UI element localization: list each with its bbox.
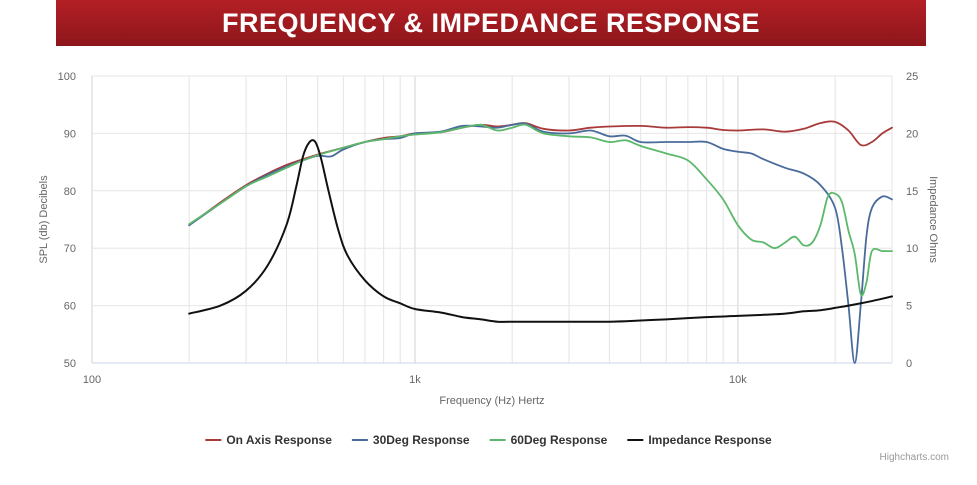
legend-item-impedance-response[interactable]: Impedance Response <box>627 433 772 447</box>
legend-label: 30Deg Response <box>373 433 470 447</box>
y2-tick-label: 15 <box>906 186 918 198</box>
y2-axis-title: Impedance Ohms <box>927 176 939 263</box>
y2-tick-label: 0 <box>906 358 912 370</box>
legend-label: Impedance Response <box>648 433 772 447</box>
y-tick-label: 60 <box>64 301 76 313</box>
y-tick-label: 50 <box>64 358 76 370</box>
title-banner: FREQUENCY & IMPEDANCE RESPONSE <box>56 0 926 46</box>
legend: On Axis Response 30Deg Response 60Deg Resp… <box>205 433 772 447</box>
y-tick-label: 80 <box>64 186 76 198</box>
y2-tick-label: 25 <box>906 71 918 83</box>
y-axis-title: SPL (db) Decibels <box>38 175 50 264</box>
series-line-30deg-response[interactable] <box>188 122 893 364</box>
legend-label: 60Deg Response <box>511 433 608 447</box>
y-tick-label: 90 <box>64 128 76 140</box>
series-line-on-axis-response[interactable] <box>188 120 893 227</box>
x-tick-label: 10k <box>729 374 747 386</box>
legend-item-30deg-response[interactable]: 30Deg Response <box>351 433 470 447</box>
legend-label: On Axis Response <box>226 433 332 447</box>
y-tick-label: 100 <box>58 71 76 83</box>
legend-item-60deg-response[interactable]: 60Deg Response <box>489 433 608 447</box>
page-title: FREQUENCY & IMPEDANCE RESPONSE <box>221 7 761 38</box>
y2-tick-label: 20 <box>906 128 918 140</box>
y-tick-label: 70 <box>64 243 76 255</box>
x-axis-title: Frequency (Hz) Hertz <box>439 395 544 407</box>
x-tick-label: 1k <box>409 374 421 386</box>
y2-tick-label: 10 <box>906 243 918 255</box>
grid <box>91 75 893 364</box>
legend-item-on-axis-response[interactable]: On Axis Response <box>205 433 332 447</box>
x-tick-label: 100 <box>83 374 101 386</box>
series-line-impedance-response[interactable] <box>188 139 893 323</box>
axes: 100 1k 10k 50 60 70 80 90 100 0 5 10 15 20 25 Frequency… <box>38 71 939 407</box>
y2-tick-label: 5 <box>906 301 912 313</box>
series-line-60deg-response[interactable] <box>188 123 893 297</box>
series-lines <box>188 120 893 364</box>
chart-credit[interactable]: Highcharts.com <box>879 452 949 463</box>
